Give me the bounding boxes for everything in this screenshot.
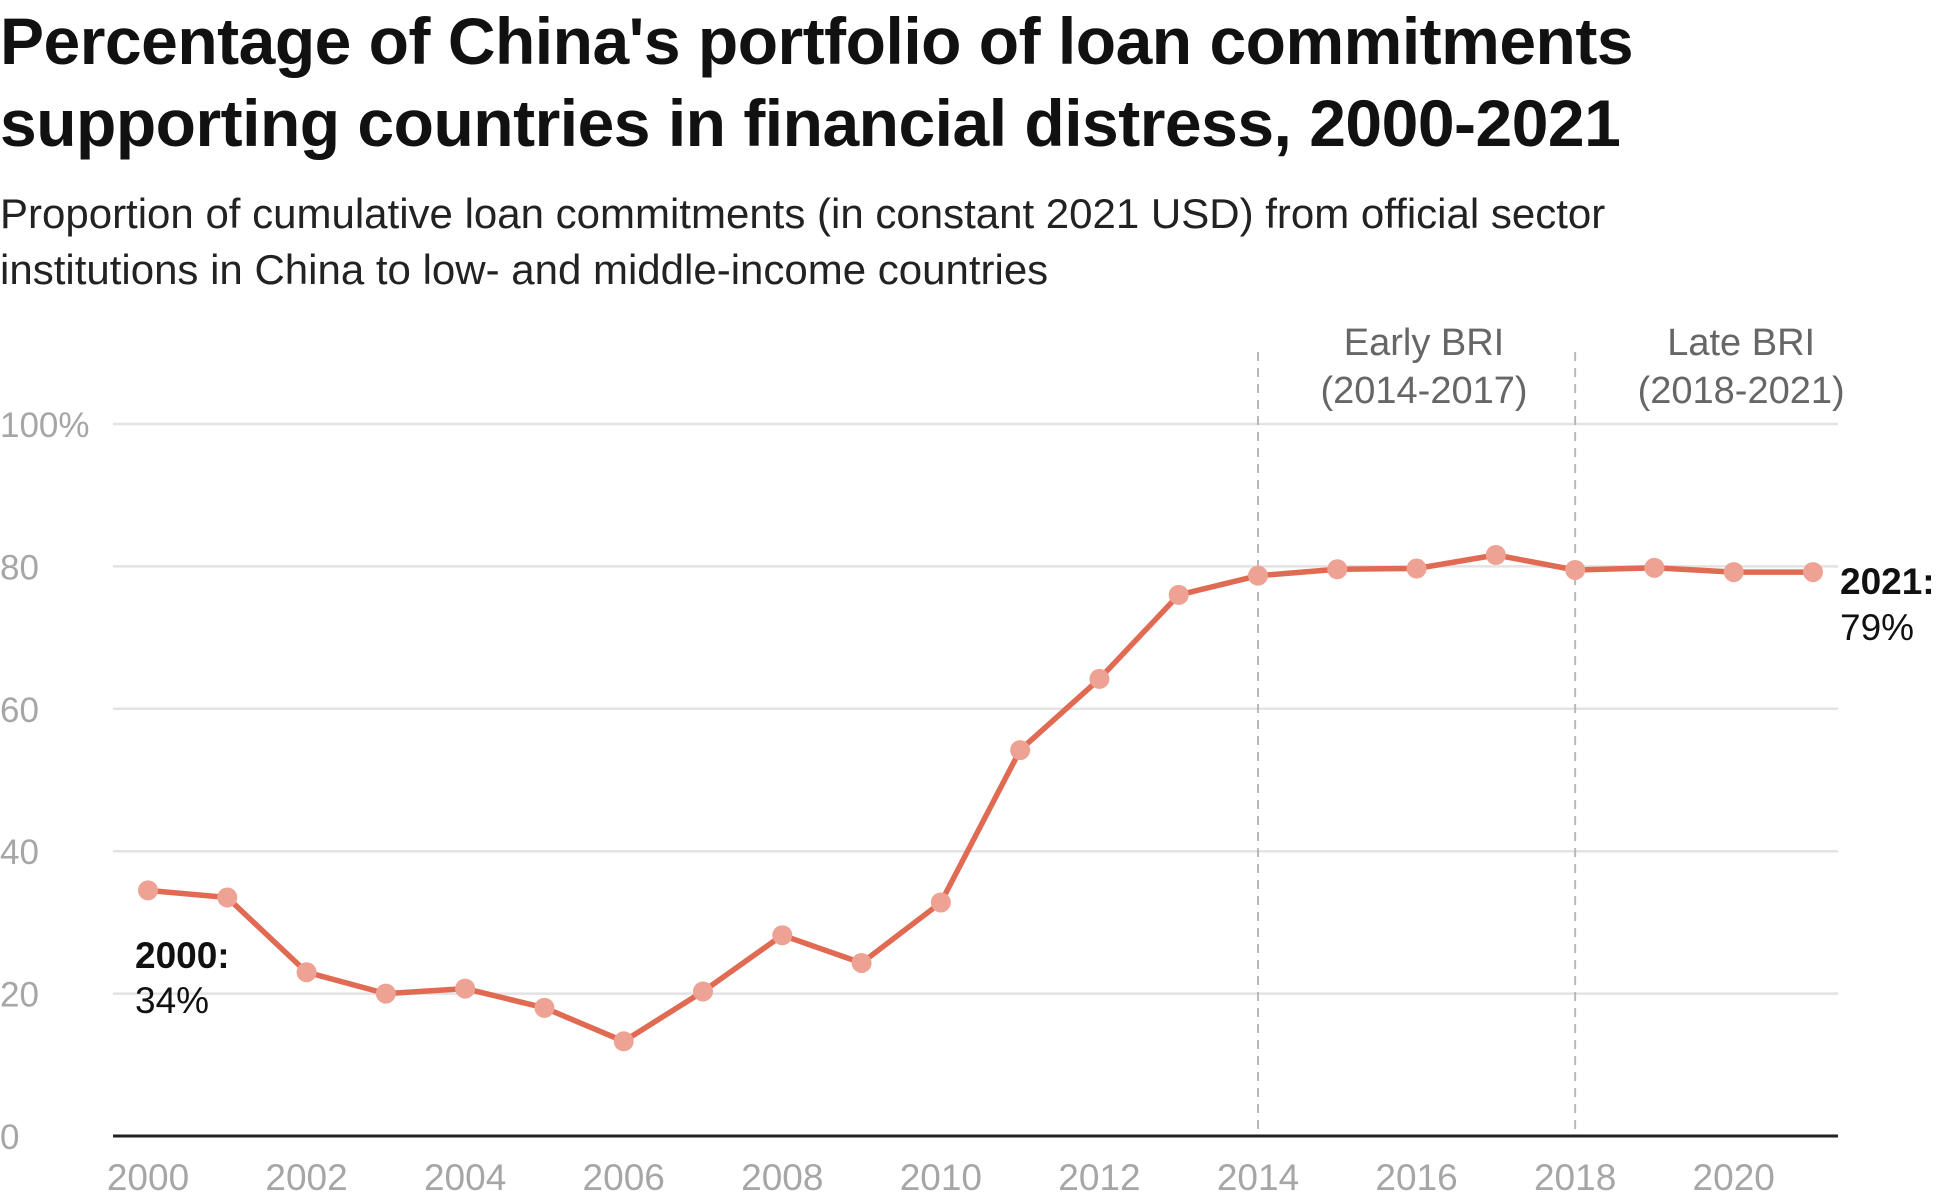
data-point	[1803, 562, 1823, 583]
y-tick-label: 40	[0, 833, 39, 872]
data-point	[1406, 558, 1427, 579]
y-tick-label: 80	[0, 548, 39, 587]
data-point	[693, 981, 713, 1002]
x-tick-label: 2020	[1693, 1157, 1775, 1194]
x-tick-label: 2000	[107, 1157, 189, 1194]
annotation-label: 2021:	[1840, 561, 1935, 602]
data-point	[772, 925, 793, 946]
x-tick-label: 2010	[900, 1157, 982, 1194]
x-tick-label: 2002	[265, 1157, 347, 1194]
reference-label: Early BRI	[1344, 322, 1504, 364]
reference-label-range: (2018-2021)	[1638, 370, 1845, 412]
annotation-value: 34%	[135, 980, 209, 1021]
data-point	[296, 962, 317, 983]
data-point	[1010, 740, 1031, 761]
data-point	[851, 952, 872, 973]
x-tick-label: 2014	[1217, 1157, 1299, 1194]
x-tick-label: 2018	[1534, 1157, 1616, 1194]
data-point	[1089, 668, 1110, 689]
data-point	[1723, 562, 1744, 583]
data-point	[534, 997, 555, 1018]
reference-label-range: (2014-2017)	[1320, 370, 1527, 412]
data-point	[138, 880, 158, 901]
x-tick-label: 2016	[1375, 1157, 1457, 1194]
data-point	[1168, 584, 1189, 605]
data-point	[455, 978, 476, 999]
x-tick-label: 2004	[424, 1157, 506, 1194]
annotation-label: 2000:	[135, 935, 230, 976]
data-point	[930, 892, 951, 913]
data-point	[613, 1031, 634, 1052]
y-tick-label: 20	[0, 976, 39, 1015]
series-line	[145, 552, 1816, 1045]
data-point	[375, 983, 396, 1004]
chart-title: Percentage of China's portfolio of loan …	[0, 4, 1634, 160]
data-point	[1644, 557, 1665, 578]
data-point	[1485, 545, 1506, 566]
data-point	[1327, 559, 1348, 580]
data-point	[1565, 559, 1586, 580]
reference-label: Late BRI	[1667, 322, 1815, 364]
x-tick-label: 2008	[741, 1157, 823, 1194]
annotation-value: 79%	[1840, 607, 1914, 648]
y-tick-label: 60	[0, 691, 39, 730]
x-tick-label: 2012	[1058, 1157, 1140, 1194]
data-point	[217, 887, 238, 908]
chart-subtitle: Proportion of cumulative loan commitment…	[0, 190, 1606, 293]
y-tick-label: 100%	[0, 406, 90, 445]
y-tick-label: 0	[0, 1118, 19, 1157]
x-tick-label: 2006	[583, 1157, 665, 1194]
data-point	[1248, 565, 1268, 586]
